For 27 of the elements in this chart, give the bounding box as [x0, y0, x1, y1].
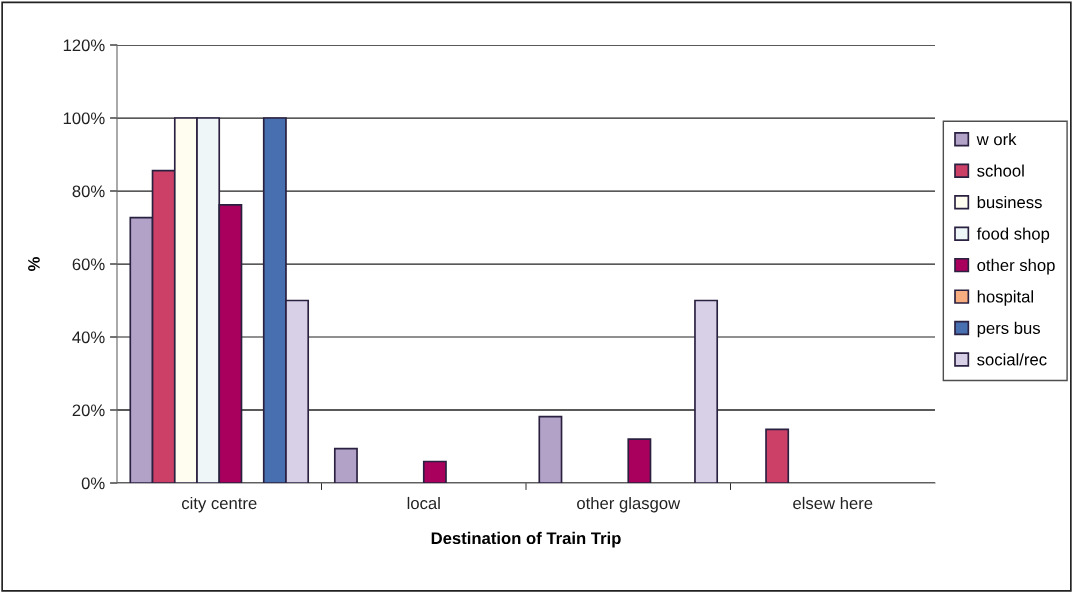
x-tick-label: elsew here [793, 496, 873, 510]
bar [627, 438, 652, 483]
y-tick-label: 20% [72, 404, 105, 417]
y-tick-label: 0% [81, 477, 105, 490]
bar [765, 428, 790, 483]
legend-label: social/rec [977, 353, 1047, 366]
bar [333, 447, 358, 483]
x-axis-title: Destination of Train Trip [431, 531, 621, 548]
y-tick-label: 100% [63, 112, 105, 125]
x-tick-label: other glasgow [577, 496, 681, 513]
x-tick-label: city centre [181, 496, 257, 513]
legend-label: business [977, 195, 1042, 209]
legend-label: hospital [977, 290, 1033, 306]
y-tick-label: 120% [63, 39, 105, 52]
legend-label: pers bus [977, 321, 1040, 338]
legend-label: food shop [976, 227, 1050, 243]
legend-label: w ork [976, 133, 1017, 146]
bar [538, 415, 563, 483]
bar [422, 460, 447, 483]
y-tick-label: 60% [72, 258, 105, 271]
y-tick-label: 40% [72, 331, 105, 344]
x-tick-label: local [407, 496, 440, 510]
y-axis-title: % [28, 257, 40, 271]
y-tick-label: 80% [72, 185, 105, 198]
bar [694, 299, 719, 483]
legend-label: other shop [977, 258, 1055, 275]
legend-label: school [977, 164, 1024, 177]
